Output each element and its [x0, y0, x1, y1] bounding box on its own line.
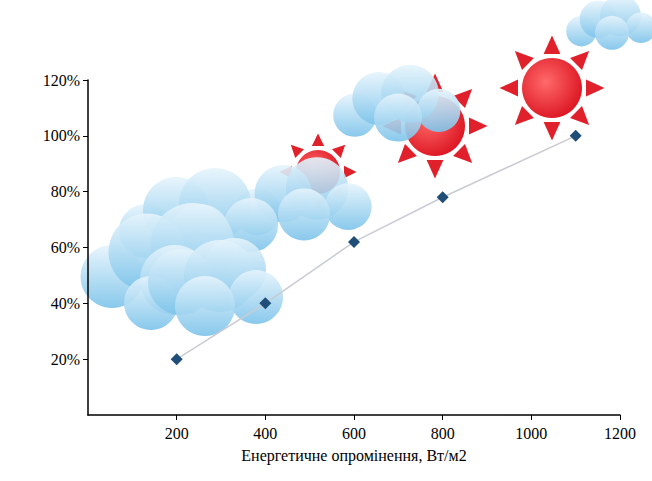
svg-text:40%: 40%	[51, 295, 80, 312]
svg-text:60%: 60%	[51, 239, 80, 256]
svg-text:120%: 120%	[43, 72, 80, 89]
svg-text:1000: 1000	[515, 425, 547, 442]
svg-text:600: 600	[342, 425, 366, 442]
svg-text:200: 200	[165, 425, 189, 442]
svg-text:1200: 1200	[604, 425, 636, 442]
svg-text:800: 800	[431, 425, 455, 442]
svg-text:20%: 20%	[51, 351, 80, 368]
svg-text:Енергетичне опромінення, Вт/м2: Енергетичне опромінення, Вт/м2	[241, 447, 466, 465]
svg-text:80%: 80%	[51, 183, 80, 200]
svg-text:400: 400	[253, 425, 277, 442]
svg-text:100%: 100%	[43, 127, 80, 144]
